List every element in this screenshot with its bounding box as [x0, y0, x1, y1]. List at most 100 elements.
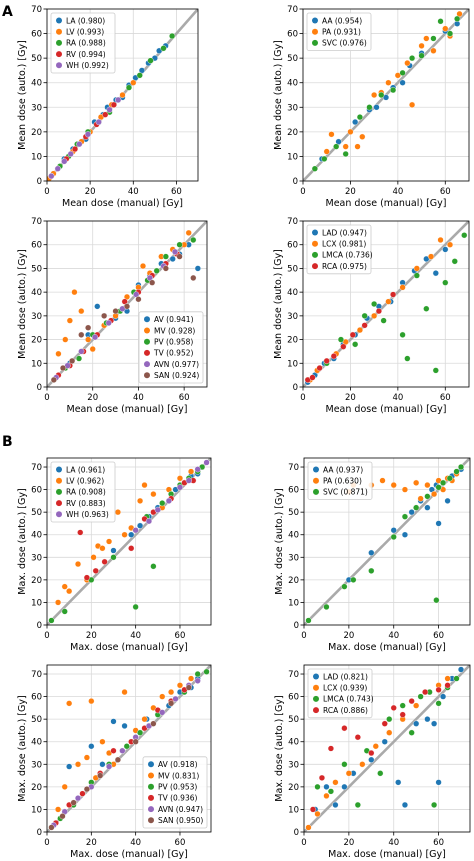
scatter-panel-6: 0 20 40 60 0 10 20 30 40 50 60 70 Max. dose (manual)… [274, 457, 471, 653]
data-point [435, 686, 442, 693]
data-point [413, 504, 420, 511]
x-tick-label: 60 [171, 187, 182, 197]
x-tick-label: 0 [44, 187, 49, 197]
y-tick-label: 60 [31, 486, 42, 496]
legend-entry: SAN (0.924) [154, 371, 199, 380]
data-point [399, 331, 406, 338]
legend: LAD (0.947) LCX (0.981) LMCA (0.736) RCA (0… [306, 224, 373, 275]
data-point [457, 666, 465, 673]
data-point [342, 150, 349, 158]
data-point [136, 497, 144, 504]
data-point [125, 84, 133, 91]
legend-entry: RV (0.994) [66, 50, 106, 59]
data-point [105, 319, 112, 327]
data-point [187, 675, 195, 682]
data-point [321, 155, 328, 162]
x-tick-label: 40 [128, 187, 139, 197]
data-point [78, 308, 85, 315]
data-point [354, 801, 361, 809]
legend: AA (0.954) PA (0.931) SVC (0.976) [306, 12, 372, 51]
data-point [372, 743, 379, 750]
x-tick-label: 0 [44, 838, 49, 848]
data-point [453, 468, 460, 475]
points [47, 32, 176, 181]
data-point [446, 241, 454, 248]
legend-box [50, 461, 116, 523]
y-tick-label: 70 [288, 463, 299, 473]
data-point [159, 693, 166, 700]
y-tick-label: 20 [288, 783, 299, 793]
data-point [101, 558, 108, 565]
legend-marker [312, 39, 318, 46]
data-point [61, 608, 68, 615]
data-point [136, 729, 144, 736]
data-point [153, 267, 160, 274]
y-tick-label: 70 [31, 463, 42, 473]
data-point [105, 763, 113, 770]
data-point [99, 545, 106, 552]
data-point [54, 806, 62, 813]
x-tick-label: 60 [433, 631, 444, 641]
legend-entry: RA (0.988) [66, 39, 106, 48]
data-point [75, 355, 83, 362]
data-point [309, 806, 317, 813]
data-point [74, 761, 82, 768]
x-axis-label: Max. dose (manual) [Gy] [328, 642, 446, 653]
data-point [341, 761, 348, 768]
data-point [352, 118, 359, 126]
data-point [356, 326, 364, 334]
data-point [66, 317, 73, 324]
data-point [172, 695, 179, 702]
y-tick-label: 0 [37, 177, 42, 187]
x-tick-label: 60 [175, 838, 186, 848]
legend-marker [144, 372, 150, 379]
data-point [203, 459, 210, 466]
data-point [371, 91, 378, 99]
data-point [437, 236, 444, 244]
data-point [427, 253, 435, 260]
data-point [55, 350, 62, 357]
data-point [83, 786, 90, 793]
data-point [437, 18, 444, 25]
legend-entry: PA (0.630) [323, 477, 362, 486]
data-point [373, 104, 380, 111]
data-point [309, 374, 316, 381]
plot-frame [302, 8, 470, 182]
data-point [121, 531, 128, 538]
x-tick-label: 40 [392, 187, 403, 197]
legend-marker [148, 817, 154, 824]
data-point [132, 738, 139, 745]
x-tick-label: 20 [86, 838, 97, 848]
data-point [185, 477, 192, 484]
legend-box [307, 461, 373, 500]
legend-entry: MV (0.831) [158, 771, 199, 780]
data-point [77, 529, 84, 536]
data-point [431, 491, 438, 498]
data-point [431, 801, 438, 809]
data-point [194, 466, 201, 473]
data-point [115, 96, 122, 104]
data-point [59, 364, 67, 372]
data-point [378, 91, 385, 99]
legend-marker [56, 51, 62, 58]
x-tick-label: 20 [343, 838, 354, 848]
y-tick-label: 50 [31, 715, 42, 725]
data-point [390, 527, 397, 534]
points [50, 229, 201, 383]
data-point [48, 172, 55, 180]
data-point [121, 722, 128, 730]
legend-entry: SAN (0.950) [158, 816, 203, 825]
x-tick-label: 20 [343, 631, 354, 641]
data-point [368, 749, 375, 757]
data-point [136, 522, 144, 529]
legend-marker [148, 806, 154, 813]
data-point [145, 518, 153, 525]
legend-marker [312, 251, 318, 258]
plot-frame [303, 664, 471, 833]
data-point [323, 603, 330, 611]
section-label-b: B [2, 434, 13, 450]
legend-entry: AVN (0.977) [154, 360, 199, 369]
data-point [54, 165, 61, 172]
y-tick-label: 0 [37, 828, 42, 838]
data-point [95, 118, 102, 126]
